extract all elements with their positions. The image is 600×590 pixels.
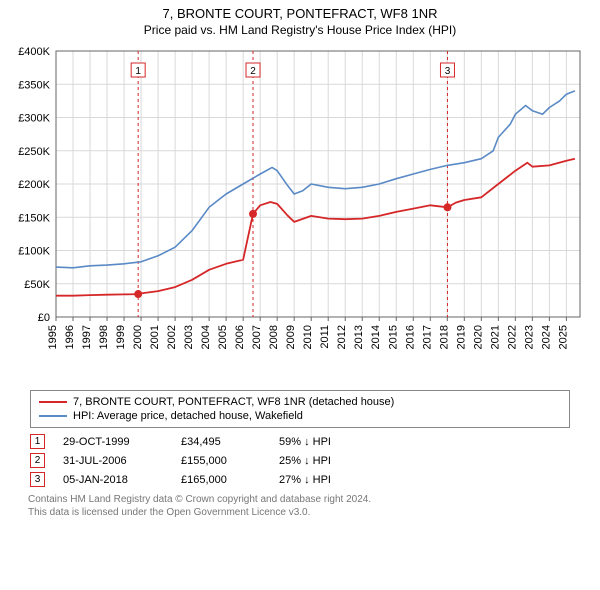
marker-price: £165,000	[181, 474, 261, 486]
marker-date: 05-JAN-2018	[63, 474, 163, 486]
svg-text:1996: 1996	[64, 325, 76, 349]
svg-text:£0: £0	[38, 312, 50, 324]
svg-text:2023: 2023	[523, 325, 535, 349]
legend-label: HPI: Average price, detached house, Wake…	[73, 410, 303, 422]
svg-text:2011: 2011	[319, 325, 331, 349]
marker-delta: 27% ↓ HPI	[279, 474, 379, 486]
svg-text:2006: 2006	[234, 325, 246, 349]
svg-text:£200K: £200K	[18, 179, 50, 191]
svg-text:2007: 2007	[251, 325, 263, 349]
page-subtitle: Price paid vs. HM Land Registry's House …	[0, 21, 600, 41]
marker-delta: 59% ↓ HPI	[279, 436, 379, 448]
svg-text:2015: 2015	[387, 325, 399, 349]
marker-badge: 1	[30, 434, 45, 449]
svg-text:1997: 1997	[81, 325, 93, 349]
legend-item: HPI: Average price, detached house, Wake…	[39, 409, 561, 423]
svg-text:2004: 2004	[200, 325, 212, 349]
legend-swatch	[39, 401, 67, 403]
svg-text:2016: 2016	[404, 325, 416, 349]
marker-row: 3 05-JAN-2018 £165,000 27% ↓ HPI	[30, 470, 570, 489]
svg-text:2020: 2020	[472, 325, 484, 349]
svg-text:2002: 2002	[166, 325, 178, 349]
svg-text:£50K: £50K	[24, 279, 50, 291]
footnote-line: This data is licensed under the Open Gov…	[28, 506, 572, 519]
svg-text:2012: 2012	[336, 325, 348, 349]
svg-text:1: 1	[135, 66, 141, 77]
svg-text:2017: 2017	[421, 325, 433, 349]
legend-swatch	[39, 415, 67, 417]
marker-date: 29-OCT-1999	[63, 436, 163, 448]
marker-date: 31-JUL-2006	[63, 455, 163, 467]
footnote-line: Contains HM Land Registry data © Crown c…	[28, 493, 572, 506]
svg-text:2024: 2024	[540, 325, 552, 349]
svg-text:2010: 2010	[302, 325, 314, 349]
marker-badge: 2	[30, 453, 45, 468]
svg-text:£400K: £400K	[18, 46, 50, 58]
svg-text:2021: 2021	[489, 325, 501, 349]
svg-text:2008: 2008	[268, 325, 280, 349]
svg-text:2005: 2005	[217, 325, 229, 349]
footnote: Contains HM Land Registry data © Crown c…	[28, 493, 572, 519]
marker-delta: 25% ↓ HPI	[279, 455, 379, 467]
chart-svg: £0 £50K £100K £150K £200K £250K £300K £350K £400…	[8, 41, 590, 381]
svg-text:£150K: £150K	[18, 212, 50, 224]
marker-row: 1 29-OCT-1999 £34,495 59% ↓ HPI	[30, 432, 570, 451]
svg-text:2003: 2003	[183, 325, 195, 349]
svg-text:2018: 2018	[438, 325, 450, 349]
chart: £0 £50K £100K £150K £200K £250K £300K £350K £400…	[8, 41, 590, 384]
svg-text:2013: 2013	[353, 325, 365, 349]
svg-text:£300K: £300K	[18, 113, 50, 125]
svg-text:£100K: £100K	[18, 246, 50, 258]
marker-price: £34,495	[181, 436, 261, 448]
svg-text:3: 3	[445, 66, 451, 77]
page-title: 7, BRONTE COURT, PONTEFRACT, WF8 1NR	[0, 0, 600, 21]
svg-text:2000: 2000	[132, 325, 144, 349]
svg-text:1999: 1999	[115, 325, 127, 349]
svg-text:2009: 2009	[285, 325, 297, 349]
marker-price: £155,000	[181, 455, 261, 467]
svg-text:2: 2	[250, 66, 256, 77]
svg-text:2025: 2025	[557, 325, 569, 349]
svg-text:£250K: £250K	[18, 146, 50, 158]
svg-text:2022: 2022	[506, 325, 518, 349]
legend-item: 7, BRONTE COURT, PONTEFRACT, WF8 1NR (de…	[39, 395, 561, 409]
svg-text:2014: 2014	[370, 325, 382, 349]
legend: 7, BRONTE COURT, PONTEFRACT, WF8 1NR (de…	[30, 390, 570, 428]
svg-text:1995: 1995	[47, 325, 59, 349]
svg-text:2001: 2001	[149, 325, 161, 349]
svg-text:2019: 2019	[455, 325, 467, 349]
markers-table: 1 29-OCT-1999 £34,495 59% ↓ HPI 2 31-JUL-2006…	[30, 432, 570, 489]
legend-label: 7, BRONTE COURT, PONTEFRACT, WF8 1NR (de…	[73, 396, 394, 408]
marker-badge: 3	[30, 472, 45, 487]
svg-text:1998: 1998	[98, 325, 110, 349]
svg-text:£350K: £350K	[18, 79, 50, 91]
marker-row: 2 31-JUL-2006 £155,000 25% ↓ HPI	[30, 451, 570, 470]
